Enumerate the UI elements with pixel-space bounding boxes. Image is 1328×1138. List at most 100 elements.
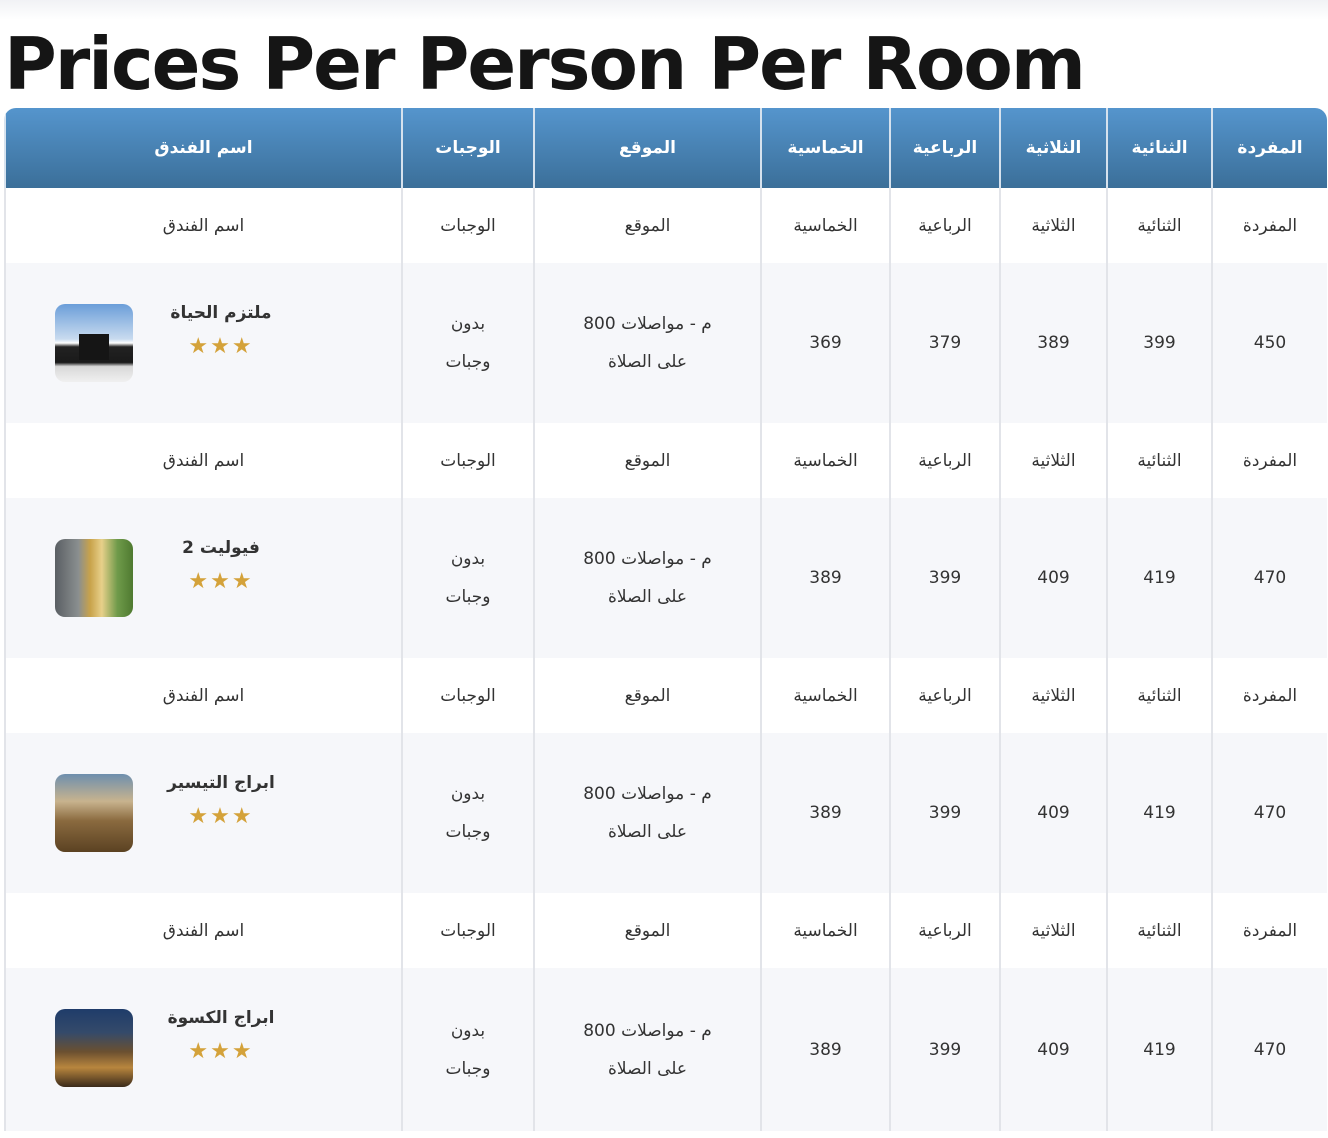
location-distance: م - مواصلات 800	[583, 549, 712, 569]
meals-cell: بدون وجبات	[401, 733, 535, 893]
subheader-meals: الوجبات	[401, 188, 535, 263]
hotel-name[interactable]: ملتزم الحياة	[170, 303, 272, 323]
subheader-double: الثنائية	[1106, 188, 1213, 263]
subheader-meals: الوجبات	[401, 893, 535, 968]
price-double: 419	[1106, 498, 1213, 658]
subheader-quad: الرباعية	[889, 658, 1001, 733]
price-triple: 409	[999, 733, 1108, 893]
price-triple: 409	[999, 968, 1108, 1131]
hotel-cell: ابراج الكسوة ★★★	[4, 968, 403, 1131]
price-single: 470	[1211, 498, 1327, 658]
price-triple: 409	[999, 498, 1108, 658]
table-body: المفردة الثنائية الثلاثية الرباعية الخما…	[4, 188, 1327, 1131]
meals-cell: بدون وجبات	[401, 263, 535, 423]
header-quint: الخماسية	[760, 108, 891, 188]
hotel-name[interactable]: ابراج الكسوة	[167, 1008, 275, 1028]
location-note: على الصلاة	[607, 1058, 688, 1079]
hotel-name[interactable]: ابراج التيسير	[167, 773, 275, 793]
hotel-info: ابراج التيسير ★★★	[141, 773, 301, 829]
header-double: الثنائية	[1106, 108, 1213, 188]
subheader-location: الموقع	[533, 188, 762, 263]
hotel-info: ملتزم الحياة ★★★	[141, 303, 301, 359]
subheader-single: المفردة	[1211, 658, 1327, 733]
meals-line: بدون	[450, 784, 486, 804]
star-rating-icon: ★★★	[188, 1039, 254, 1064]
subheader-double: الثنائية	[1106, 658, 1213, 733]
location-distance: م - مواصلات 800	[583, 1020, 712, 1041]
price-quint: 389	[760, 733, 891, 893]
subheader-hotel: اسم الفندق	[4, 658, 403, 733]
header-meals: الوجبات	[401, 108, 535, 188]
table-row: 450 399 389 379 369 م - مواصلات 800 على …	[4, 263, 1327, 423]
price-double: 419	[1106, 968, 1213, 1131]
subheader-quad: الرباعية	[889, 423, 1001, 498]
meals-line: بدون	[450, 1020, 486, 1041]
subheader-hotel: اسم الفندق	[4, 423, 403, 498]
meals-line: وجبات	[445, 352, 491, 372]
subheader-quint: الخماسية	[760, 188, 891, 263]
header-single: المفردة	[1211, 108, 1327, 188]
hotel-name[interactable]: فيوليت 2	[182, 538, 260, 558]
price-single: 450	[1211, 263, 1327, 423]
subheader-location: الموقع	[533, 423, 762, 498]
header-location: الموقع	[533, 108, 762, 188]
price-quint: 389	[760, 968, 891, 1131]
header-quad: الرباعية	[889, 108, 1001, 188]
header-triple: الثلاثية	[999, 108, 1108, 188]
subheader-triple: الثلاثية	[999, 423, 1108, 498]
meals-cell: بدون وجبات	[401, 968, 535, 1131]
price-single: 470	[1211, 968, 1327, 1131]
hotel-cell: ابراج التيسير ★★★	[4, 733, 403, 893]
subheader-location: الموقع	[533, 658, 762, 733]
subheader-meals: الوجبات	[401, 423, 535, 498]
price-quint: 369	[760, 263, 891, 423]
price-double: 419	[1106, 733, 1213, 893]
hotel-cell: ملتزم الحياة ★★★	[4, 263, 403, 423]
hotel-image[interactable]	[55, 1009, 133, 1087]
table-subheader-row: المفردة الثنائية الثلاثية الرباعية الخما…	[4, 188, 1327, 263]
table-subheader-row: المفردة الثنائية الثلاثية الرباعية الخما…	[4, 658, 1327, 733]
subheader-double: الثنائية	[1106, 893, 1213, 968]
location-distance: م - مواصلات 800	[583, 784, 712, 804]
hotel-image[interactable]	[55, 304, 133, 382]
subheader-single: المفردة	[1211, 893, 1327, 968]
star-rating-icon: ★★★	[188, 569, 254, 594]
subheader-quint: الخماسية	[760, 423, 891, 498]
price-table-container: المفردة الثنائية الثلاثية الرباعية الخما…	[4, 108, 1327, 1138]
hotel-info: ابراج الكسوة ★★★	[141, 1008, 301, 1064]
subheader-location: الموقع	[533, 893, 762, 968]
subheader-double: الثنائية	[1106, 423, 1213, 498]
price-quint: 389	[760, 498, 891, 658]
table-subheader-row: المفردة الثنائية الثلاثية الرباعية الخما…	[4, 893, 1327, 968]
hotel-image[interactable]	[55, 774, 133, 852]
header-hotel: اسم الفندق	[4, 108, 403, 188]
meals-line: بدون	[450, 549, 486, 569]
price-quad: 399	[889, 733, 1001, 893]
table-row: 470 419 409 399 389 م - مواصلات 800 على …	[4, 498, 1327, 658]
subheader-quad: الرباعية	[889, 893, 1001, 968]
location-cell: م - مواصلات 800 على الصلاة	[533, 733, 762, 893]
price-quad: 399	[889, 498, 1001, 658]
subheader-hotel: اسم الفندق	[4, 893, 403, 968]
location-note: على الصلاة	[607, 587, 688, 607]
location-cell: م - مواصلات 800 على الصلاة	[533, 498, 762, 658]
subheader-triple: الثلاثية	[999, 188, 1108, 263]
meals-line: وجبات	[445, 822, 491, 842]
subheader-triple: الثلاثية	[999, 658, 1108, 733]
location-distance: م - مواصلات 800	[583, 314, 712, 334]
price-table: المفردة الثنائية الثلاثية الرباعية الخما…	[4, 108, 1327, 1131]
hotel-image[interactable]	[55, 539, 133, 617]
subheader-triple: الثلاثية	[999, 893, 1108, 968]
subheader-hotel: اسم الفندق	[4, 188, 403, 263]
hotel-cell: فيوليت 2 ★★★	[4, 498, 403, 658]
price-quad: 399	[889, 968, 1001, 1131]
hotel-info: فيوليت 2 ★★★	[141, 538, 301, 594]
location-cell: م - مواصلات 800 على الصلاة	[533, 263, 762, 423]
price-triple: 389	[999, 263, 1108, 423]
star-rating-icon: ★★★	[188, 334, 254, 359]
top-strip	[0, 0, 1328, 20]
meals-cell: بدون وجبات	[401, 498, 535, 658]
meals-line: وجبات	[445, 587, 491, 607]
price-single: 470	[1211, 733, 1327, 893]
table-row: 470 419 409 399 389 م - مواصلات 800 على …	[4, 733, 1327, 893]
